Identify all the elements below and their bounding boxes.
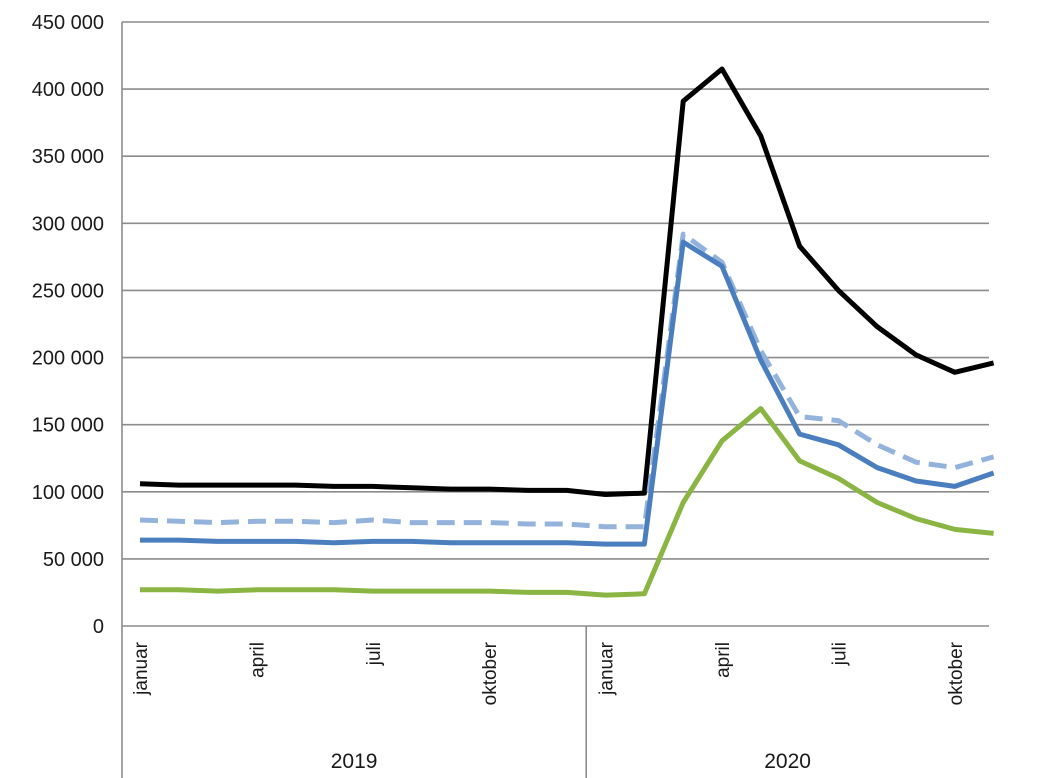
- x-tick-label: april: [713, 642, 734, 678]
- gridlines: [122, 21, 989, 560]
- y-tick-label: 300 000: [32, 213, 104, 235]
- y-tick-label: 0: [93, 616, 104, 638]
- series-line-3: [140, 239, 995, 547]
- y-tick-label: 350 000: [32, 146, 104, 168]
- axes: [121, 22, 989, 778]
- x-tick-label: oktober: [946, 641, 967, 705]
- x-tick-label: januar: [131, 641, 152, 695]
- y-tick-label: 250 000: [32, 280, 104, 302]
- x-tick-label: oktober: [480, 641, 501, 705]
- x-axis-tick-labels: januar april juli oktober januar april juli okt…: [131, 641, 967, 705]
- series-line-4: [140, 406, 994, 598]
- y-axis-tick-labels: 0 50 000 100 000 150 000 200 000 250 000 300 0…: [32, 12, 104, 638]
- x-tick-label: januar: [597, 641, 618, 695]
- y-tick-label: 200 000: [32, 348, 104, 370]
- y-tick-label: 400 000: [32, 79, 104, 101]
- x-tick-label: april: [247, 642, 268, 678]
- x-tick-label: juli: [829, 642, 850, 666]
- y-tick-label: 50 000: [43, 549, 104, 571]
- x-tick-label: juli: [364, 642, 385, 666]
- series-line-1: [139, 66, 995, 497]
- series-lines: [139, 66, 995, 598]
- year-group-label: 2019: [331, 750, 378, 773]
- year-group-label: 2020: [764, 750, 811, 773]
- year-group-labels: 2019 2020: [331, 750, 811, 773]
- series-line-2: [139, 231, 995, 530]
- y-tick-label: 100 000: [32, 482, 104, 504]
- y-tick-label: 450 000: [32, 12, 104, 34]
- y-tick-label: 150 000: [32, 415, 104, 437]
